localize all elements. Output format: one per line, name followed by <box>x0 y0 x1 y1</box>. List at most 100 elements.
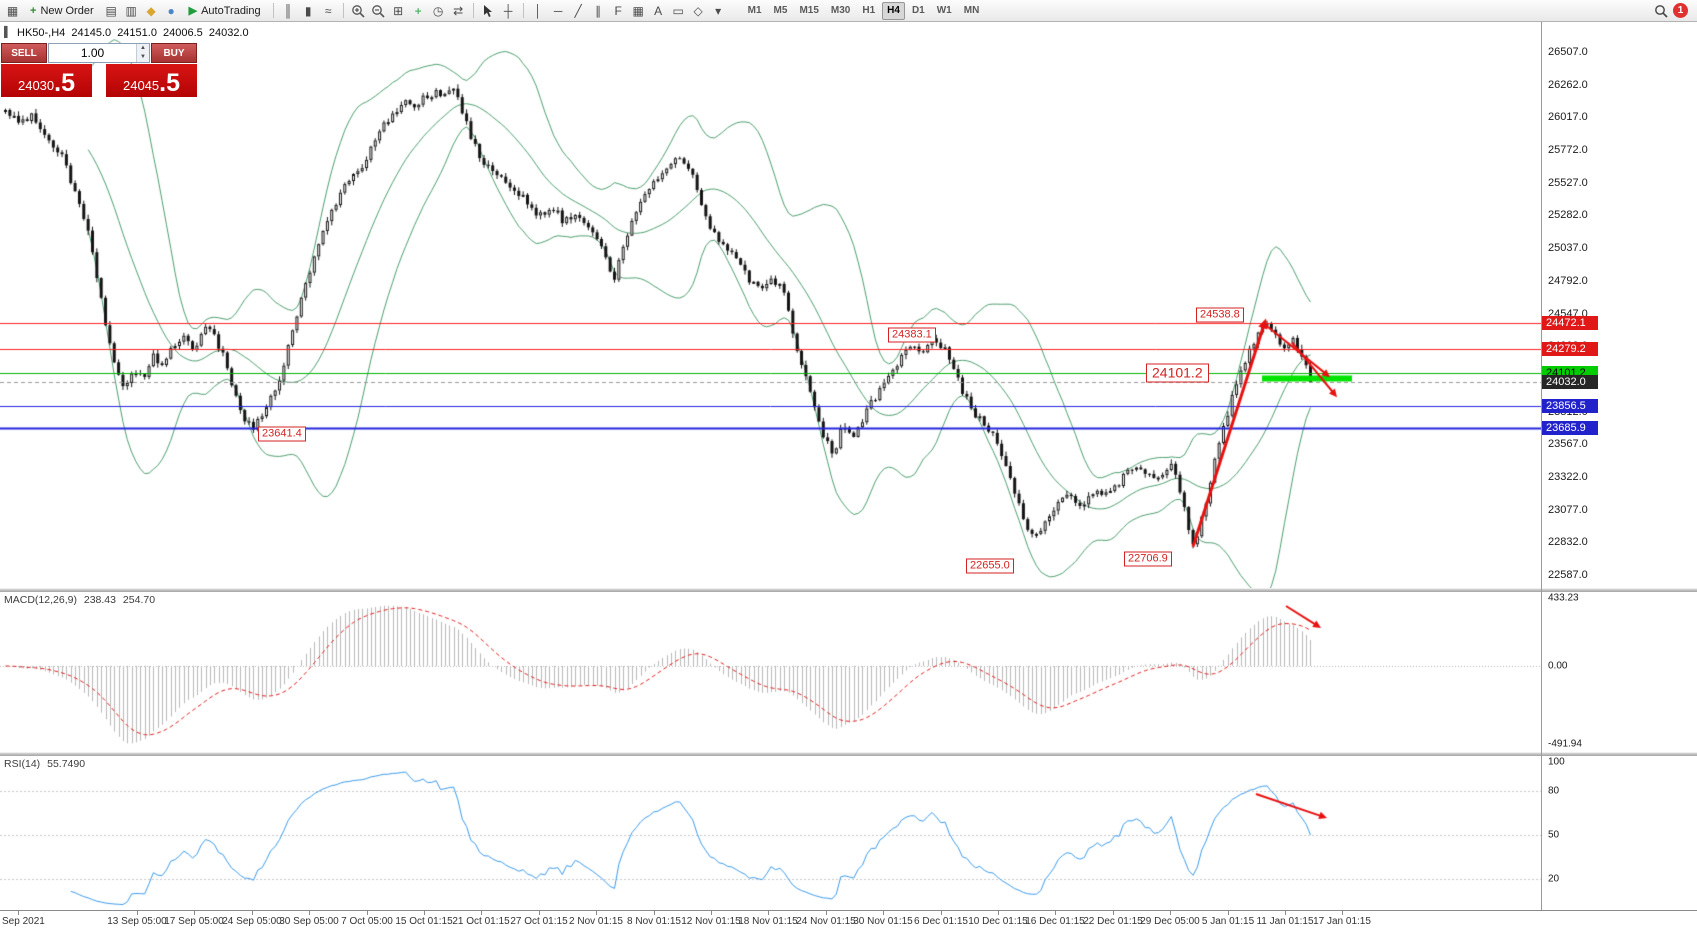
charts-window-icon[interactable]: ▥ <box>125 3 137 18</box>
fibonacci-icon[interactable]: F <box>614 3 622 18</box>
timeframe-w1[interactable]: W1 <box>936 4 952 16</box>
time-axis-label: Sep 2021 <box>2 916 45 927</box>
macd-indicator-chart[interactable] <box>0 592 1541 752</box>
ohlc-readout: HK50-,H4 24145.0 24151.0 24006.5 24032.0 <box>17 27 252 39</box>
volume-down-icon[interactable]: ▼ <box>137 53 149 62</box>
shapes-icon[interactable]: ◇ <box>693 3 703 18</box>
chart-cycle-icon[interactable]: ◷ <box>432 3 444 18</box>
high-value: 24151.0 <box>117 27 157 39</box>
cursor-icon[interactable] <box>479 2 498 20</box>
search-icon[interactable] <box>1651 2 1670 20</box>
indicator-axis-label: 50 <box>1548 829 1560 841</box>
time-axis-tick <box>481 911 482 915</box>
time-axis-tick <box>1342 911 1343 915</box>
text-icon[interactable]: A <box>654 3 663 18</box>
time-axis-separator <box>0 910 1697 911</box>
rsi-label: RSI(14) 55.7490 <box>4 758 86 770</box>
price-annotation[interactable]: 24383.1 <box>888 327 936 343</box>
timeframe-m30[interactable]: M30 <box>830 4 851 16</box>
time-axis-tick <box>1055 911 1056 915</box>
time-axis[interactable]: Sep 2021 13 Sep 05:00 17 Sep 05:00 24 Sep 0… <box>0 911 1697 943</box>
indicator-axis-label: 0.00 <box>1548 660 1568 672</box>
close-value: 24032.0 <box>208 27 249 39</box>
time-axis-label: 5 Jan 01:15 <box>1201 916 1255 927</box>
new-order-button[interactable]: + New Order <box>23 1 101 21</box>
buy-price-button[interactable]: 24045 .5 <box>106 64 197 97</box>
panel-separator[interactable] <box>0 752 1697 756</box>
zoom-out-icon[interactable] <box>369 2 388 20</box>
time-axis-label: 17 Sep 05:00 <box>164 916 224 927</box>
main-price-chart[interactable] <box>0 22 1541 588</box>
volume-spinner: ▲ ▼ <box>136 44 149 62</box>
community-icon[interactable]: ◆ <box>146 3 156 18</box>
price-axis-label: 25772.0 <box>1548 144 1588 157</box>
volume-input[interactable] <box>49 45 136 61</box>
time-axis-tick <box>768 911 769 915</box>
candlestick-chart-icon[interactable]: ▮ <box>304 3 312 18</box>
crosshair-icon[interactable]: ┼ <box>503 3 513 18</box>
time-axis-label: 22 Dec 01:15 <box>1083 916 1143 927</box>
time-axis-tick <box>1228 911 1229 915</box>
time-axis-tick <box>1113 911 1114 915</box>
profiles-icon[interactable]: ▤ <box>105 3 117 18</box>
price-annotation[interactable]: 24101.2 <box>1146 363 1209 383</box>
time-axis-label: 2 Nov 01:15 <box>569 916 623 927</box>
indicator-axis-label: 433.23 <box>1548 592 1579 604</box>
time-axis-tick <box>424 911 425 915</box>
time-axis-label: 30 Sep 05:00 <box>279 916 339 927</box>
zoom-in-icon[interactable] <box>349 2 368 20</box>
price-annotation[interactable]: 22655.0 <box>966 558 1014 574</box>
time-axis-label: 27 Oct 01:15 <box>510 916 568 927</box>
price-axis-label: 23322.0 <box>1548 470 1588 483</box>
sell-button[interactable]: SELL <box>1 43 47 63</box>
channel-icon[interactable]: ∥ <box>595 3 602 18</box>
time-axis-label: 15 Oct 01:15 <box>395 916 453 927</box>
trendline-icon[interactable]: ╱ <box>574 3 582 18</box>
macd-label: MACD(12,26,9) 238.43 254.70 <box>4 594 156 606</box>
price-scale-separator <box>1541 22 1542 910</box>
time-axis-label: 12 Nov 01:15 <box>681 916 741 927</box>
grid-icon[interactable]: ▦ <box>632 3 644 18</box>
time-axis-label: 11 Jan 01:15 <box>1256 916 1314 927</box>
timeframe-m15[interactable]: M15 <box>799 4 819 16</box>
buy-button[interactable]: BUY <box>151 43 197 63</box>
price-annotation[interactable]: 22706.9 <box>1124 551 1172 567</box>
tile-windows-icon[interactable]: ⊞ <box>393 3 404 18</box>
time-axis-label: 24 Sep 05:00 <box>222 916 282 927</box>
price-axis-label: 23567.0 <box>1548 438 1588 451</box>
time-axis-label: 13 Sep 05:00 <box>107 916 167 927</box>
volume-up-icon[interactable]: ▲ <box>137 44 149 53</box>
label-icon[interactable]: ▭ <box>672 3 684 18</box>
timeframe-mn[interactable]: MN <box>963 4 980 16</box>
price-axis-label: 23077.0 <box>1548 503 1588 516</box>
new-chart-icon[interactable]: + <box>414 3 422 18</box>
dropdown-arrow-icon[interactable]: ▾ <box>715 3 722 18</box>
vertical-line-icon[interactable]: │ <box>534 3 542 18</box>
time-axis-label: 10 Dec 01:15 <box>968 916 1028 927</box>
timeframe-h1[interactable]: H1 <box>862 4 876 16</box>
sell-price-button[interactable]: 24030 .5 <box>1 64 92 97</box>
time-axis-tick <box>1170 911 1171 915</box>
panel-separator[interactable] <box>0 588 1697 592</box>
time-axis-tick <box>826 911 827 915</box>
time-axis-tick <box>1285 911 1286 915</box>
toolbar-separator <box>342 3 344 18</box>
line-chart-icon[interactable]: ≈ <box>324 3 332 18</box>
chart-shift-icon[interactable]: ⇄ <box>453 3 464 18</box>
terminal-icon[interactable]: ▦ <box>6 3 19 18</box>
bar-chart-icon[interactable]: ║ <box>283 3 293 18</box>
market-icon[interactable]: ● <box>167 3 175 18</box>
price-annotation[interactable]: 24538.8 <box>1196 307 1244 323</box>
horizontal-line-icon[interactable]: ─ <box>553 3 563 18</box>
price-annotation[interactable]: 23641.4 <box>258 426 306 442</box>
rsi-indicator-chart[interactable] <box>0 756 1541 910</box>
timeframe-m5[interactable]: M5 <box>773 4 788 16</box>
timeframe-m1[interactable]: M1 <box>747 4 762 16</box>
timeframe-d1[interactable]: D1 <box>911 4 925 16</box>
low-value: 24006.5 <box>163 27 203 39</box>
price-scale[interactable]: 26507.0 26262.0 26017.0 25772.0 25527.0 25282… <box>1541 22 1697 910</box>
timeframe-h4[interactable]: H4 <box>882 1 905 20</box>
autotrading-button[interactable]: ▶ AutoTrading <box>182 1 268 21</box>
notification-badge[interactable]: 1 <box>1673 3 1688 18</box>
